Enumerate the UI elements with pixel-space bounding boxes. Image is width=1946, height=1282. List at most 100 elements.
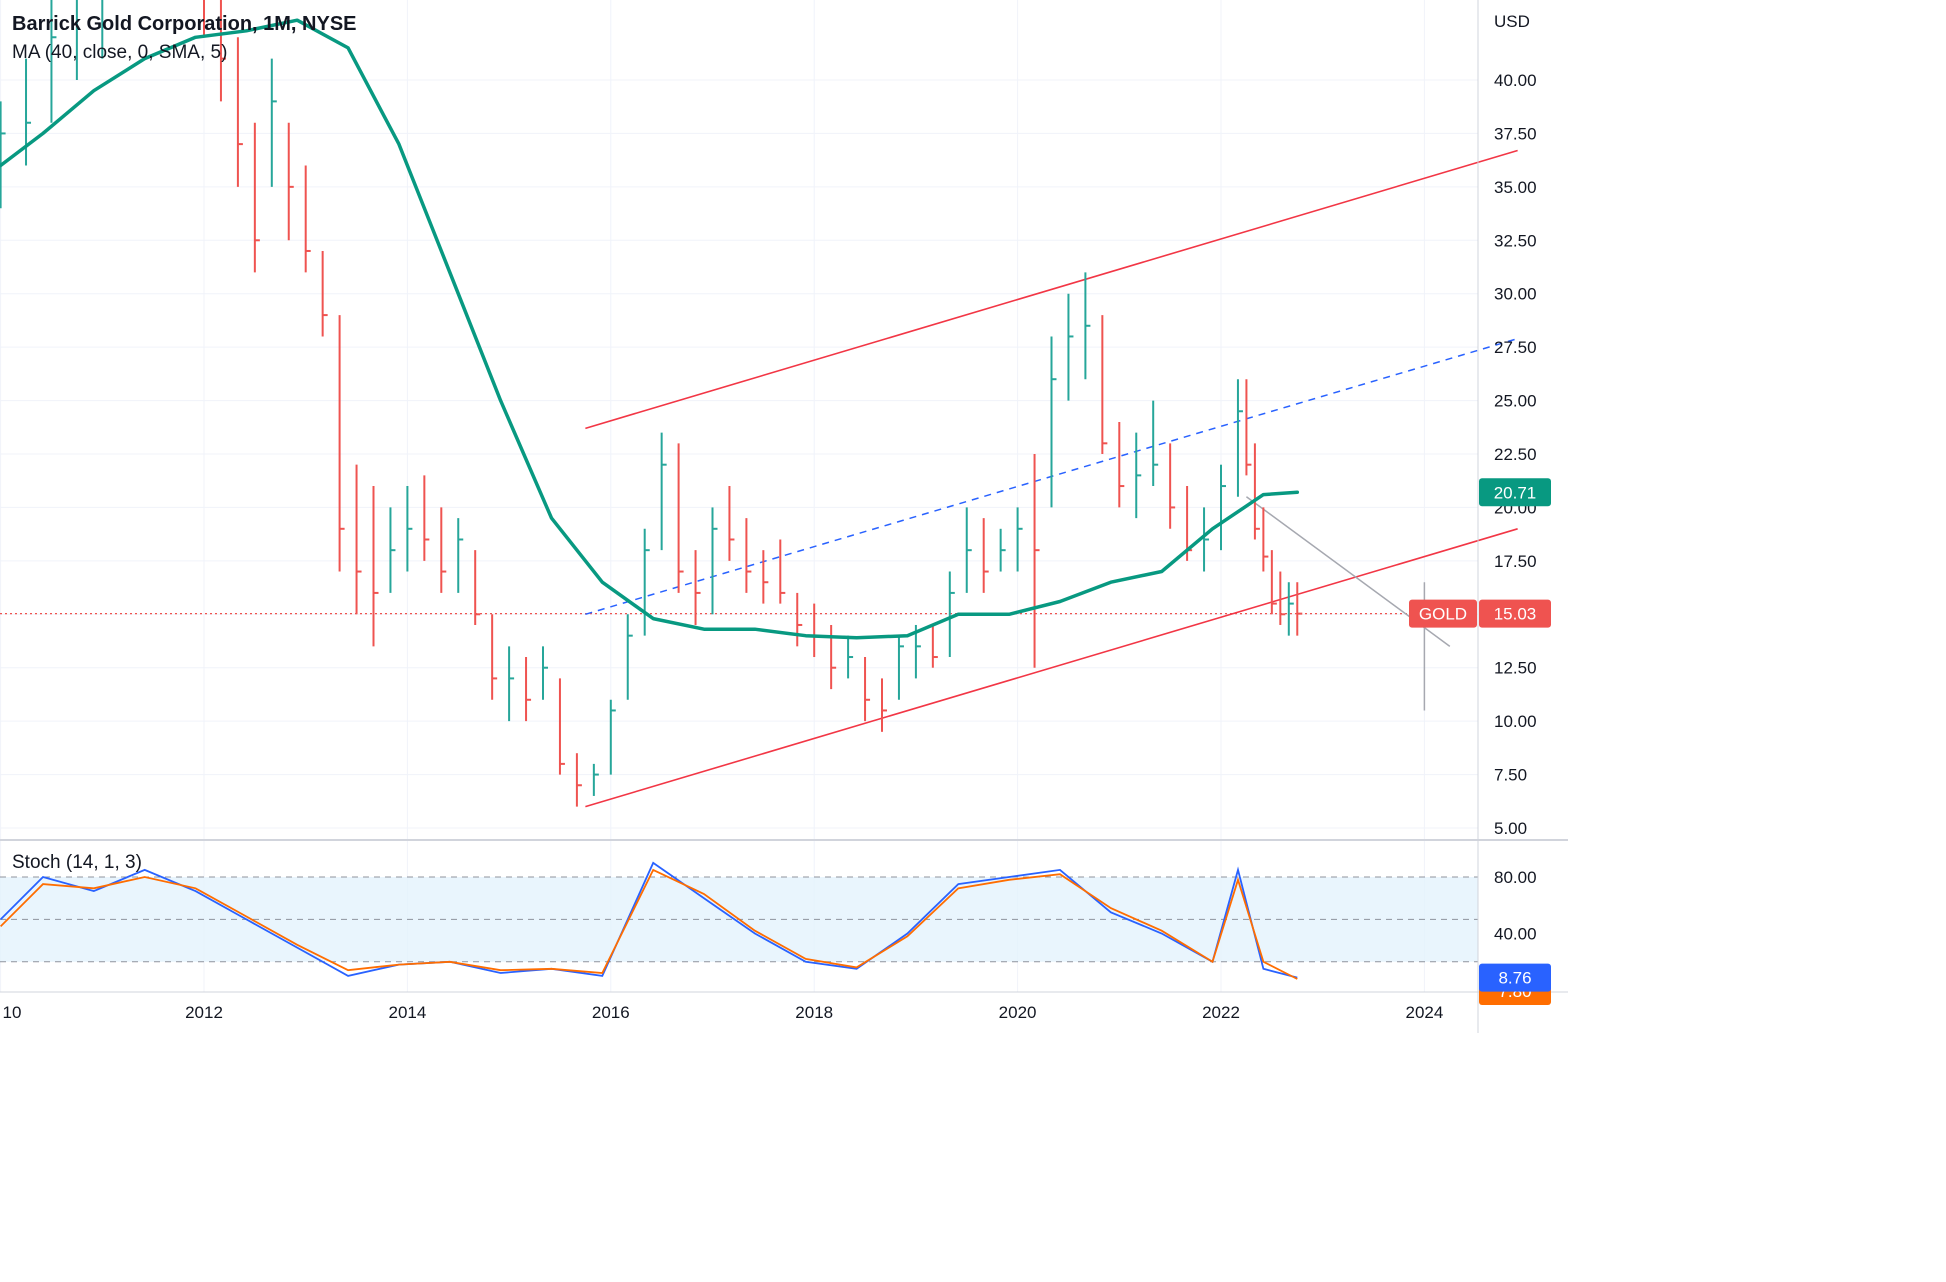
ohlc-bar — [440, 507, 447, 593]
ma-40-line — [0, 18, 1300, 640]
ma-indicator-label[interactable]: MA (40, close, 0, SMA, 5) — [12, 42, 228, 63]
ohlc-bar — [50, 0, 57, 123]
ohlc-bar — [372, 486, 379, 647]
ohlc-bar — [1279, 571, 1286, 625]
ohlc-bar — [1169, 443, 1176, 529]
axes — [0, 0, 1568, 1033]
stochastic-lines — [0, 861, 1298, 980]
ohlc-bar — [508, 646, 515, 722]
time-tick-label: 2014 — [388, 1003, 426, 1022]
stoch-k-badge-bg — [1479, 963, 1551, 992]
ohlc-bar — [1050, 336, 1057, 508]
price-tick-label: 30.00 — [1494, 285, 1537, 304]
stoch-tick-label: 80.00 — [1494, 868, 1537, 887]
axis-labels: 10 2012 2014 2016 2018 2020 2022 2024 40.00 37.50… — [3, 12, 1537, 1022]
ohlc-bar — [881, 678, 887, 732]
time-tick-label: 2018 — [795, 1003, 833, 1022]
ohlc-bar — [1067, 293, 1074, 401]
ohlc-bars — [0, 0, 1303, 807]
ohlc-bar — [1033, 454, 1040, 668]
ma-value-badge: 20.71 — [1479, 478, 1551, 507]
symbol-badge-text: GOLD — [1419, 605, 1467, 624]
ohlc-bar — [948, 571, 955, 658]
ohlc-bar — [525, 657, 532, 722]
ohlc-bar — [609, 699, 616, 775]
ohlc-bar — [542, 646, 548, 700]
ohlc-bar — [1245, 379, 1252, 476]
ohlc-bar — [338, 315, 345, 572]
price-tick-label: 35.00 — [1494, 178, 1537, 197]
ohlc-bar — [389, 507, 396, 593]
ohlc-bar — [1296, 582, 1303, 636]
ohlc-bar — [711, 507, 718, 615]
price-tick-label: 17.50 — [1494, 552, 1537, 571]
ohlc-bar — [694, 550, 701, 625]
stoch-k-line — [0, 861, 1298, 979]
grid-lines — [0, 0, 1478, 992]
ohlc-bar — [219, 0, 226, 102]
ohlc-bar — [491, 614, 498, 700]
ohlc-bar — [474, 550, 481, 625]
ohlc-bar — [745, 518, 752, 593]
ohlc-bar — [101, 0, 104, 59]
ohlc-bar — [423, 475, 430, 561]
ohlc-bar — [1118, 421, 1125, 508]
ohlc-bar — [592, 763, 599, 796]
last-price-badge: 15.03 — [1479, 599, 1551, 628]
price-tick-label: 7.50 — [1494, 766, 1527, 785]
price-tick-label: 12.50 — [1494, 659, 1537, 678]
symbol-badge-bg — [1409, 599, 1477, 628]
ohlc-bar — [779, 539, 786, 604]
stoch-tick-label: 40.00 — [1494, 925, 1537, 944]
last-price-badge-text: 15.03 — [1494, 605, 1537, 624]
stoch-k-badge: 8.76 — [1479, 963, 1551, 992]
ohlc-bar — [677, 443, 684, 593]
ohlc-bar — [287, 122, 294, 241]
stoch-indicator-label[interactable]: Stoch (14, 1, 3) — [12, 852, 142, 873]
ohlc-bar — [626, 614, 633, 700]
channel-upper-line — [585, 149, 1518, 430]
ma-value-badge-bg — [1479, 478, 1551, 507]
time-tick-label: 2012 — [185, 1003, 223, 1022]
price-tick-label: 22.50 — [1494, 445, 1537, 464]
ohlc-bar — [1152, 400, 1159, 487]
ohlc-bar — [864, 657, 871, 722]
ohlc-bar — [1253, 443, 1260, 540]
ohlc-bar — [965, 507, 972, 593]
chart-canvas[interactable]: 10 2012 2014 2016 2018 2020 2022 2024 40.00 37.50… — [0, 0, 1568, 1033]
ohlc-bar — [203, 0, 205, 38]
price-tick-label: 32.50 — [1494, 231, 1537, 250]
symbol-badge: GOLD — [1409, 599, 1477, 628]
ohlc-bar — [999, 528, 1006, 572]
ohlc-bar — [982, 518, 989, 593]
ohlc-bar — [406, 486, 413, 572]
ohlc-bar — [728, 486, 735, 561]
ohlc-bar — [796, 592, 803, 647]
ohlc-bar — [897, 635, 904, 700]
ohlc-bar — [355, 464, 362, 615]
ohlc-bar — [931, 624, 938, 668]
ohlc-bar — [1101, 315, 1108, 454]
ohlc-bar — [321, 250, 328, 337]
price-tick-label: 10.00 — [1494, 712, 1537, 731]
currency-label: USD — [1494, 12, 1530, 31]
channel-lower-line — [585, 528, 1518, 808]
ohlc-bar — [236, 37, 243, 187]
ohlc-bar — [847, 635, 854, 679]
ohlc-bar — [1016, 507, 1023, 572]
ohlc-bar — [1084, 272, 1091, 380]
stoch-d-line — [0, 868, 1298, 980]
chart-title[interactable]: Barrick Gold Corporation, 1M, NYSE — [12, 13, 357, 35]
ohlc-bar — [253, 122, 260, 273]
ma-value-badge-text: 20.71 — [1494, 483, 1537, 502]
ohlc-bar — [304, 165, 311, 273]
ohlc-bar — [558, 678, 565, 775]
ohlc-bar — [0, 101, 6, 209]
last-price-badge-bg — [1479, 599, 1551, 628]
price-tick-label: 40.00 — [1494, 71, 1537, 90]
ohlc-bar — [1270, 550, 1277, 615]
ohlc-bar — [762, 550, 769, 604]
ohlc-bar — [1262, 507, 1269, 572]
ohlc-bar — [25, 58, 32, 166]
